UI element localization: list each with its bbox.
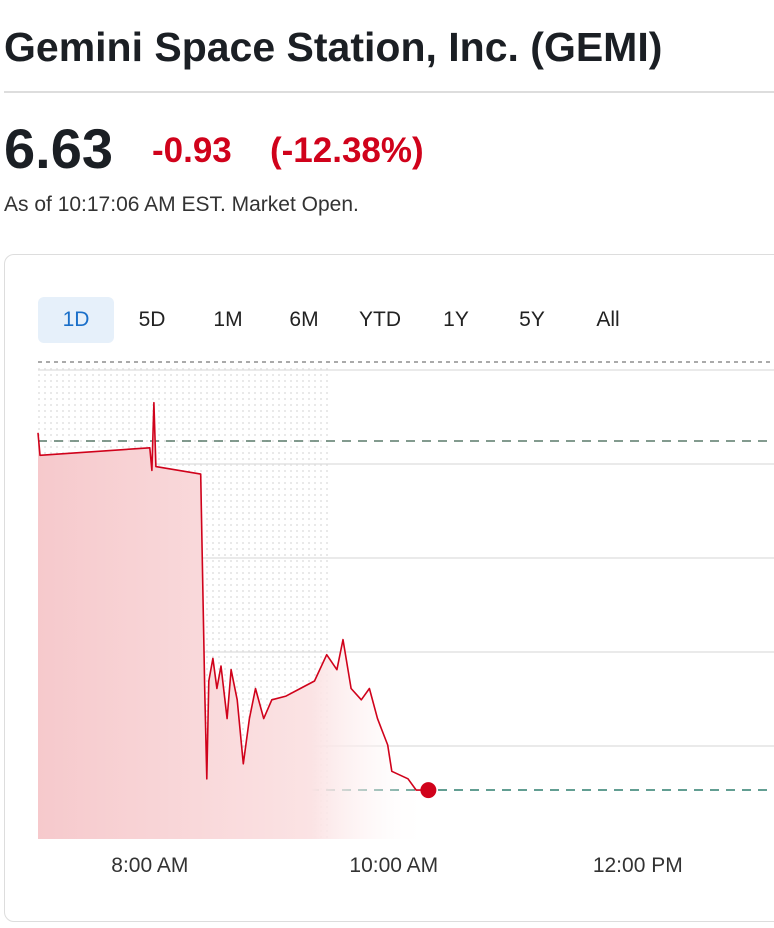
price: 6.63	[4, 117, 113, 180]
chart-card	[4, 254, 774, 922]
range-tab[interactable]: 1M	[213, 308, 243, 331]
range-tab[interactable]: 5Y	[519, 308, 545, 331]
price-change: -0.93	[152, 131, 232, 170]
range-tab[interactable]: 1D	[38, 297, 114, 343]
last-price-dot	[420, 782, 437, 799]
percent-change: (-12.38%)	[270, 131, 424, 170]
range-tab[interactable]: YTD	[359, 308, 401, 331]
price-line	[37, 401, 429, 791]
range-tab[interactable]: 1Y	[443, 308, 469, 331]
divider	[4, 91, 774, 93]
range-tab[interactable]: All	[596, 308, 620, 331]
price-area	[38, 402, 429, 839]
range-tab[interactable]: 5D	[138, 308, 166, 331]
x-tick-label: 8:00 AM	[111, 854, 188, 877]
stock-title: Gemini Space Station, Inc. (GEMI)	[4, 24, 663, 70]
range-tab[interactable]: 6M	[289, 308, 319, 331]
timestamp: As of 10:17:06 AM EST. Market Open.	[4, 193, 359, 216]
x-tick-label: 12:00 PM	[593, 854, 683, 877]
x-tick-label: 10:00 AM	[349, 854, 438, 877]
range-tabs: 1D 5D 1M 6M YTD 1Y 5Y All	[38, 297, 646, 343]
